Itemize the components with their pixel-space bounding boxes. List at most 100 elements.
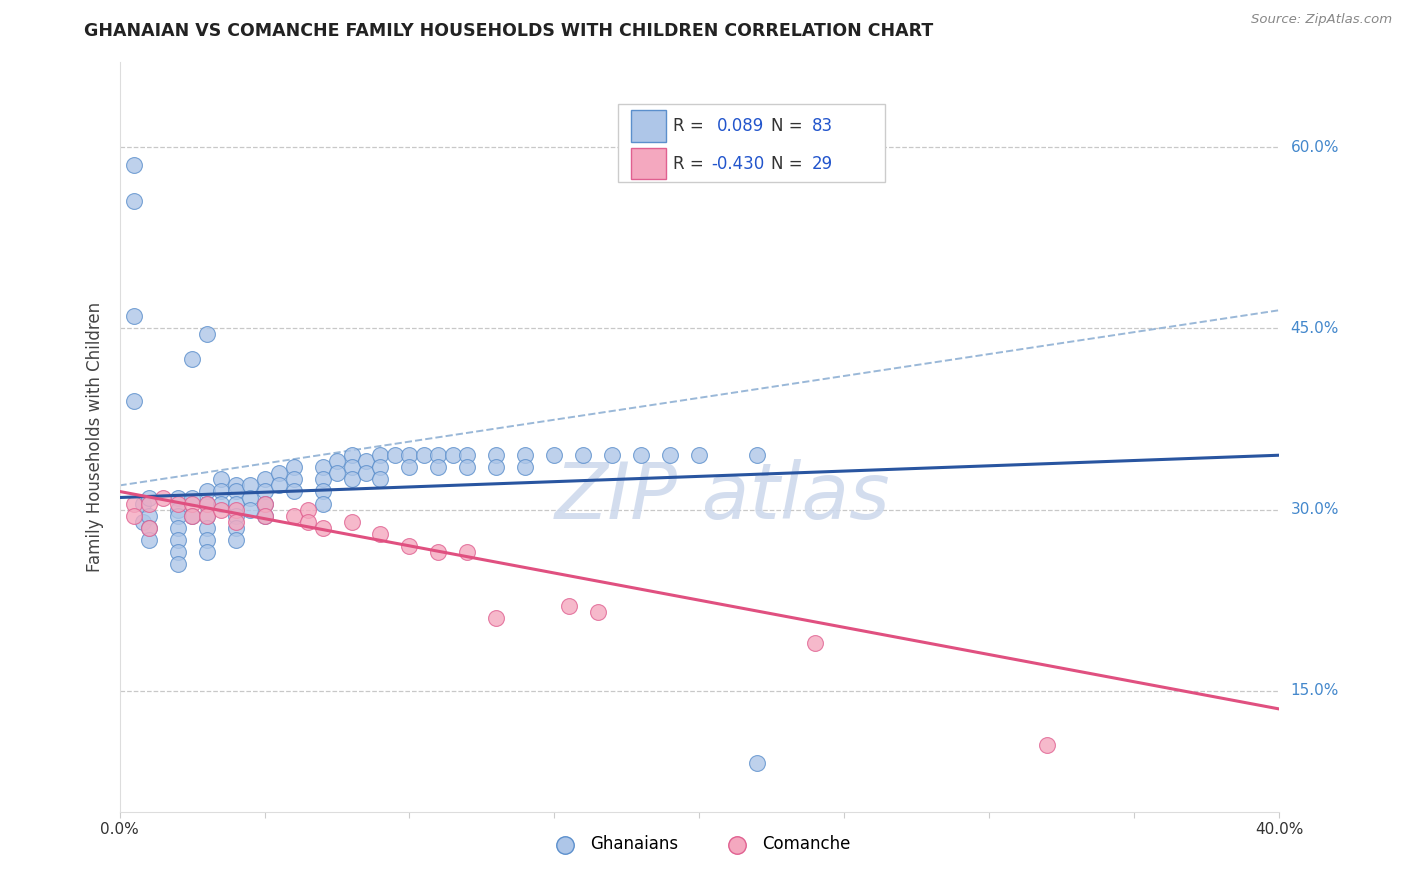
Point: [283, 472, 305, 486]
Text: N =: N =: [772, 154, 808, 172]
Point: [253, 497, 276, 511]
Point: [747, 448, 769, 462]
Text: 30.0%: 30.0%: [1291, 502, 1339, 517]
Point: [209, 497, 232, 511]
Point: [225, 521, 247, 535]
Point: [370, 472, 392, 486]
Point: [138, 508, 160, 523]
Point: [485, 611, 508, 625]
Point: [138, 521, 160, 535]
Point: [138, 533, 160, 547]
Point: [311, 472, 333, 486]
FancyBboxPatch shape: [619, 103, 886, 182]
Point: [326, 454, 349, 468]
Point: [138, 521, 160, 535]
Y-axis label: Family Households with Children: Family Households with Children: [86, 302, 104, 572]
Point: [456, 448, 478, 462]
Point: [239, 478, 262, 492]
Point: [166, 533, 188, 547]
Point: [166, 508, 188, 523]
Point: [209, 502, 232, 516]
Text: GHANAIAN VS COMANCHE FAMILY HOUSEHOLDS WITH CHILDREN CORRELATION CHART: GHANAIAN VS COMANCHE FAMILY HOUSEHOLDS W…: [84, 22, 934, 40]
Point: [515, 460, 537, 475]
Point: [166, 497, 188, 511]
Point: [354, 467, 377, 481]
Point: [283, 484, 305, 499]
Point: [181, 351, 204, 366]
Point: [132, 497, 155, 511]
Point: [689, 448, 711, 462]
Point: [195, 327, 218, 342]
Point: [225, 478, 247, 492]
Point: [122, 497, 145, 511]
Text: 15.0%: 15.0%: [1291, 683, 1339, 698]
Point: [427, 448, 450, 462]
Point: [1036, 738, 1059, 752]
Point: [485, 460, 508, 475]
Text: 83: 83: [813, 117, 834, 135]
Point: [267, 467, 290, 481]
Point: [804, 635, 827, 649]
Point: [456, 545, 478, 559]
Point: [370, 448, 392, 462]
Point: [297, 515, 319, 529]
Point: [602, 448, 624, 462]
Point: [239, 502, 262, 516]
Text: N =: N =: [772, 117, 808, 135]
Point: [311, 484, 333, 499]
Point: [558, 599, 581, 614]
Point: [225, 515, 247, 529]
Point: [138, 497, 160, 511]
Point: [456, 460, 478, 475]
Point: [253, 472, 276, 486]
Point: [253, 508, 276, 523]
Point: [239, 491, 262, 505]
Point: [311, 497, 333, 511]
Point: [326, 467, 349, 481]
FancyBboxPatch shape: [631, 148, 666, 179]
Point: [138, 491, 160, 505]
Point: [195, 508, 218, 523]
Legend: Ghanaians, Comanche: Ghanaians, Comanche: [543, 829, 856, 860]
Point: [195, 521, 218, 535]
Point: [122, 158, 145, 172]
Point: [166, 502, 188, 516]
Text: 45.0%: 45.0%: [1291, 321, 1339, 335]
Point: [427, 545, 450, 559]
Point: [195, 484, 218, 499]
Point: [209, 484, 232, 499]
Point: [195, 508, 218, 523]
Point: [398, 460, 420, 475]
Point: [586, 605, 609, 619]
Point: [195, 497, 218, 511]
Point: [253, 497, 276, 511]
Point: [225, 533, 247, 547]
Point: [225, 497, 247, 511]
Point: [132, 515, 155, 529]
Point: [209, 472, 232, 486]
Point: [427, 460, 450, 475]
Point: [122, 508, 145, 523]
Point: [340, 472, 363, 486]
Point: [572, 448, 595, 462]
Point: [225, 502, 247, 516]
Text: 60.0%: 60.0%: [1291, 139, 1339, 154]
Point: [340, 460, 363, 475]
Point: [340, 448, 363, 462]
Point: [181, 508, 204, 523]
Point: [166, 521, 188, 535]
Text: -0.430: -0.430: [711, 154, 765, 172]
Point: [311, 460, 333, 475]
Point: [659, 448, 682, 462]
Text: 29: 29: [813, 154, 834, 172]
Text: 0.089: 0.089: [717, 117, 763, 135]
Point: [166, 491, 188, 505]
Point: [122, 393, 145, 408]
Point: [195, 533, 218, 547]
Point: [253, 508, 276, 523]
Point: [181, 491, 204, 505]
Point: [166, 557, 188, 571]
Point: [354, 454, 377, 468]
Point: [441, 448, 464, 462]
Point: [398, 448, 420, 462]
